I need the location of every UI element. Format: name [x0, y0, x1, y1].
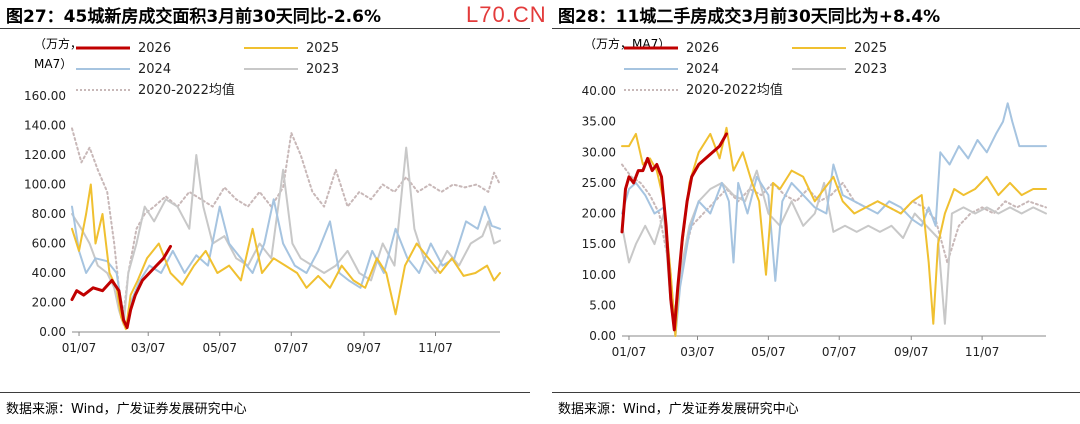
- series-line: [71, 183, 501, 331]
- legend-label: 2023: [306, 62, 339, 77]
- legend-label: 2026: [686, 41, 719, 56]
- y-tick-label: 25.00: [582, 176, 616, 190]
- chart-panel-right: 图28：11城二手房成交3月前30天同比为+8.4% （万方，MA7） 2026 2…: [552, 0, 1080, 424]
- y-tick-label: 160.00: [24, 89, 66, 103]
- x-tick-label: 07/07: [822, 345, 857, 359]
- legend-label: 2024: [138, 62, 171, 77]
- watermark: L70.CN: [466, 2, 547, 27]
- legend-label: 2020-2022均值: [686, 82, 783, 98]
- x-tick-label: 05/07: [751, 345, 786, 359]
- chart-source: 数据来源：Wind，广发证券发展研究中心: [558, 402, 799, 417]
- x-tick-label: 01/07: [612, 345, 647, 359]
- unit-label: （万方，: [34, 36, 82, 51]
- x-tick-label: 03/07: [131, 341, 166, 355]
- chart-left: （万方， MA7） 2026 2025 2024 2023 2020-2022均值 0.00 2…: [24, 36, 501, 355]
- y-tick-label: 20.00: [582, 207, 616, 221]
- x-tick-label: 01/07: [62, 341, 97, 355]
- x-tick-label: 11/07: [965, 345, 1000, 359]
- legend-label: 2026: [138, 41, 171, 56]
- title-rule: [0, 28, 530, 29]
- series-line: [620, 132, 728, 332]
- y-tick-label: 5.00: [589, 298, 616, 312]
- y-tick-label: 100.00: [24, 178, 66, 192]
- y-tick-label: 0.00: [589, 329, 616, 343]
- x-tick-label: 03/07: [680, 345, 715, 359]
- x-tick-label: 09/07: [894, 345, 929, 359]
- series-line: [621, 102, 1047, 337]
- y-tick-label: 0.00: [39, 325, 66, 339]
- y-tick-label: 10.00: [582, 268, 616, 282]
- y-tick-label: 40.00: [582, 84, 616, 98]
- legend-label: 2023: [854, 62, 887, 77]
- chart-title: 图27：45城新房成交面积3月前30天同比-2.6%: [6, 7, 382, 27]
- legend-label: 2020-2022均值: [138, 82, 235, 98]
- series-line: [70, 244, 172, 330]
- x-tick-label: 09/07: [347, 341, 382, 355]
- chart-panel-left: 图27：45城新房成交面积3月前30天同比-2.6% （万方， MA7） 2026 2…: [0, 0, 530, 424]
- legend-label: 2025: [306, 41, 339, 56]
- unit-label: MA7）: [34, 57, 72, 71]
- y-tick-label: 15.00: [582, 237, 616, 251]
- series-line: [71, 198, 501, 329]
- source-rule: [0, 392, 530, 393]
- y-tick-label: 120.00: [24, 148, 66, 162]
- y-tick-label: 140.00: [24, 119, 66, 133]
- y-tick-label: 20.00: [32, 296, 66, 310]
- x-tick-label: 05/07: [202, 341, 237, 355]
- source-rule: [552, 392, 1080, 393]
- title-rule: [552, 28, 1080, 29]
- series-line: [71, 127, 501, 316]
- y-tick-label: 30.00: [582, 145, 616, 159]
- y-tick-label: 80.00: [32, 207, 66, 221]
- legend-label: 2024: [686, 62, 719, 77]
- y-tick-label: 60.00: [32, 237, 66, 251]
- y-tick-label: 35.00: [582, 115, 616, 129]
- x-tick-label: 07/07: [274, 341, 309, 355]
- x-tick-label: 11/07: [418, 341, 453, 355]
- y-tick-label: 40.00: [32, 266, 66, 280]
- legend-label: 2025: [854, 41, 887, 56]
- chart-source: 数据来源：Wind，广发证券发展研究中心: [6, 402, 247, 417]
- series-line: [71, 146, 501, 326]
- chart-title: 图28：11城二手房成交3月前30天同比为+8.4%: [558, 7, 941, 27]
